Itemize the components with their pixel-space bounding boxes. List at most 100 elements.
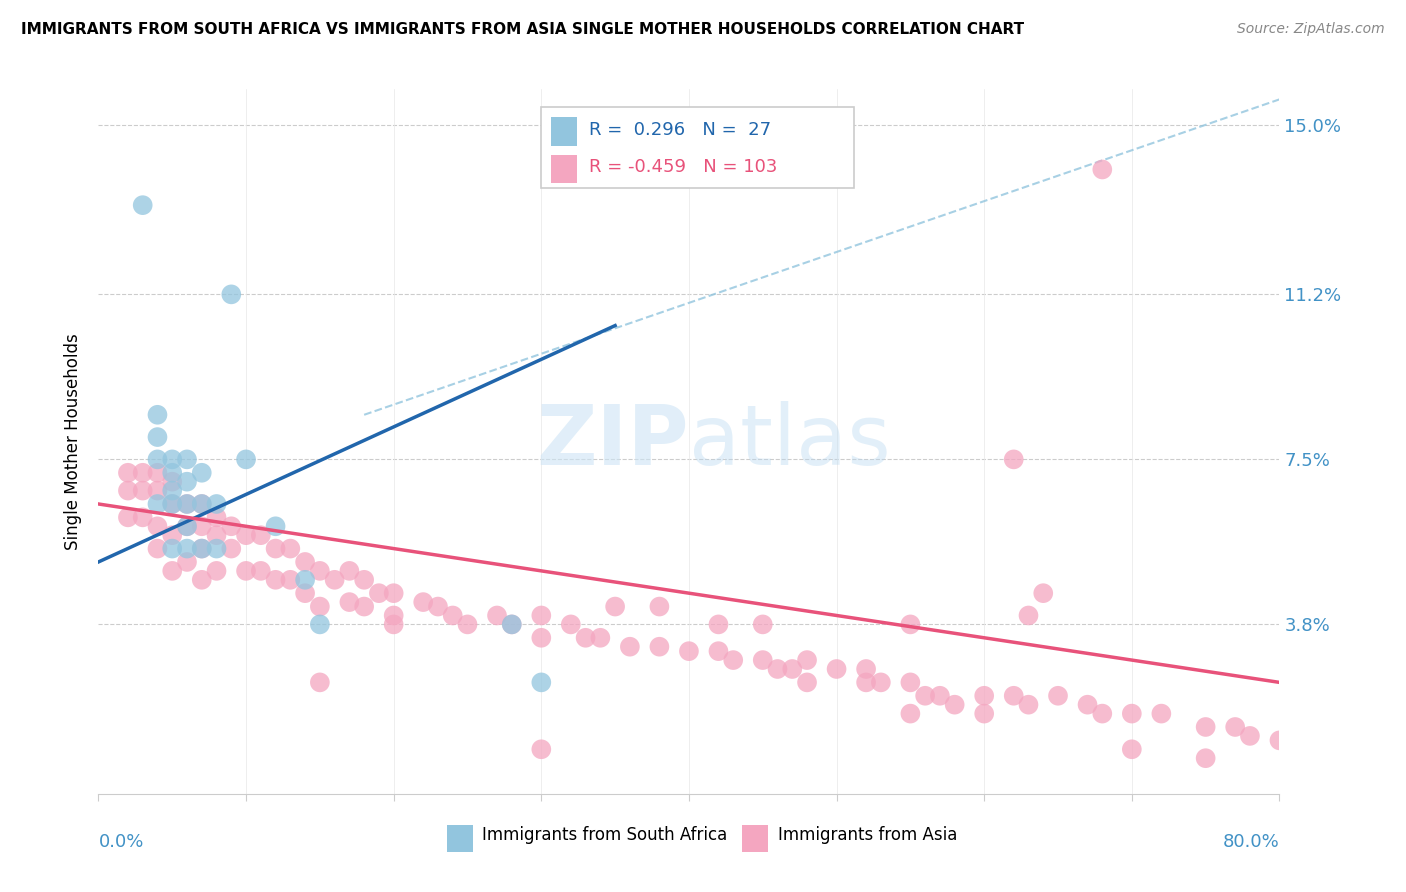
Bar xyxy=(447,825,472,852)
Point xyxy=(294,586,316,600)
Point xyxy=(427,599,450,614)
Point xyxy=(943,698,966,712)
Point xyxy=(973,706,995,721)
Point xyxy=(146,541,169,556)
Point xyxy=(353,599,375,614)
Point xyxy=(1195,720,1218,734)
Point xyxy=(235,564,257,578)
Point xyxy=(1077,698,1099,712)
Point xyxy=(162,528,183,542)
Point xyxy=(486,608,509,623)
Point xyxy=(560,617,582,632)
Point xyxy=(678,644,700,658)
Text: Source: ZipAtlas.com: Source: ZipAtlas.com xyxy=(1237,22,1385,37)
Point xyxy=(162,452,183,467)
Point xyxy=(1002,452,1025,467)
Point xyxy=(176,475,198,489)
Point xyxy=(412,595,434,609)
Point xyxy=(752,653,775,667)
Text: R = -0.459   N = 103: R = -0.459 N = 103 xyxy=(589,158,778,176)
Point xyxy=(1018,698,1040,712)
Point xyxy=(1239,729,1261,743)
Point xyxy=(235,528,257,542)
Point xyxy=(280,541,302,556)
Point xyxy=(191,519,214,533)
Point xyxy=(605,599,627,614)
Point xyxy=(530,742,553,756)
Point xyxy=(648,599,671,614)
Point xyxy=(575,631,598,645)
Point xyxy=(900,706,922,721)
Point xyxy=(929,689,952,703)
Point xyxy=(146,452,169,467)
Point xyxy=(235,452,257,467)
Point xyxy=(146,483,169,498)
Text: 0.0%: 0.0% xyxy=(98,832,143,851)
Point xyxy=(796,653,818,667)
Point xyxy=(205,510,228,524)
Point xyxy=(707,644,730,658)
Point xyxy=(280,573,302,587)
Point xyxy=(191,466,214,480)
Text: Immigrants from Asia: Immigrants from Asia xyxy=(778,826,957,844)
Point xyxy=(309,564,332,578)
Point xyxy=(205,528,228,542)
Text: R =  0.296   N =  27: R = 0.296 N = 27 xyxy=(589,121,770,139)
Point xyxy=(530,608,553,623)
Point xyxy=(191,541,214,556)
Point xyxy=(501,617,523,632)
Point xyxy=(752,617,775,632)
Point xyxy=(900,675,922,690)
Point xyxy=(309,675,332,690)
Point xyxy=(309,617,332,632)
Point xyxy=(309,599,332,614)
Text: IMMIGRANTS FROM SOUTH AFRICA VS IMMIGRANTS FROM ASIA SINGLE MOTHER HOUSEHOLDS CO: IMMIGRANTS FROM SOUTH AFRICA VS IMMIGRAN… xyxy=(21,22,1024,37)
Text: ZIP: ZIP xyxy=(537,401,689,482)
Point xyxy=(1002,689,1025,703)
Bar xyxy=(551,154,576,183)
Point xyxy=(162,497,183,511)
Point xyxy=(457,617,479,632)
Point xyxy=(870,675,893,690)
Point xyxy=(162,564,183,578)
Bar xyxy=(551,118,576,145)
Point xyxy=(264,573,287,587)
Point xyxy=(1268,733,1291,747)
Point xyxy=(264,519,287,533)
Point xyxy=(855,662,877,676)
Point xyxy=(146,519,169,533)
Point xyxy=(176,452,198,467)
Point xyxy=(1121,742,1143,756)
Text: 80.0%: 80.0% xyxy=(1223,832,1279,851)
Point xyxy=(132,198,155,212)
Point xyxy=(530,631,553,645)
Point xyxy=(191,497,214,511)
Point xyxy=(221,541,243,556)
Point xyxy=(205,564,228,578)
Point xyxy=(117,466,139,480)
Point xyxy=(973,689,995,703)
Point xyxy=(176,497,198,511)
Point xyxy=(501,617,523,632)
Point xyxy=(191,497,214,511)
Point xyxy=(339,564,361,578)
Text: atlas: atlas xyxy=(689,401,890,482)
Point xyxy=(1150,706,1173,721)
Point xyxy=(294,555,316,569)
Point xyxy=(162,483,183,498)
Point xyxy=(382,608,405,623)
Point xyxy=(146,466,169,480)
Point xyxy=(162,475,183,489)
Point xyxy=(796,675,818,690)
Point xyxy=(176,555,198,569)
Point xyxy=(648,640,671,654)
Point xyxy=(382,617,405,632)
Point xyxy=(1046,689,1070,703)
Point xyxy=(221,519,243,533)
Point xyxy=(132,466,155,480)
Point xyxy=(382,586,405,600)
Point xyxy=(1091,162,1114,177)
Point xyxy=(294,573,316,587)
Point xyxy=(191,573,214,587)
Bar xyxy=(742,825,768,852)
